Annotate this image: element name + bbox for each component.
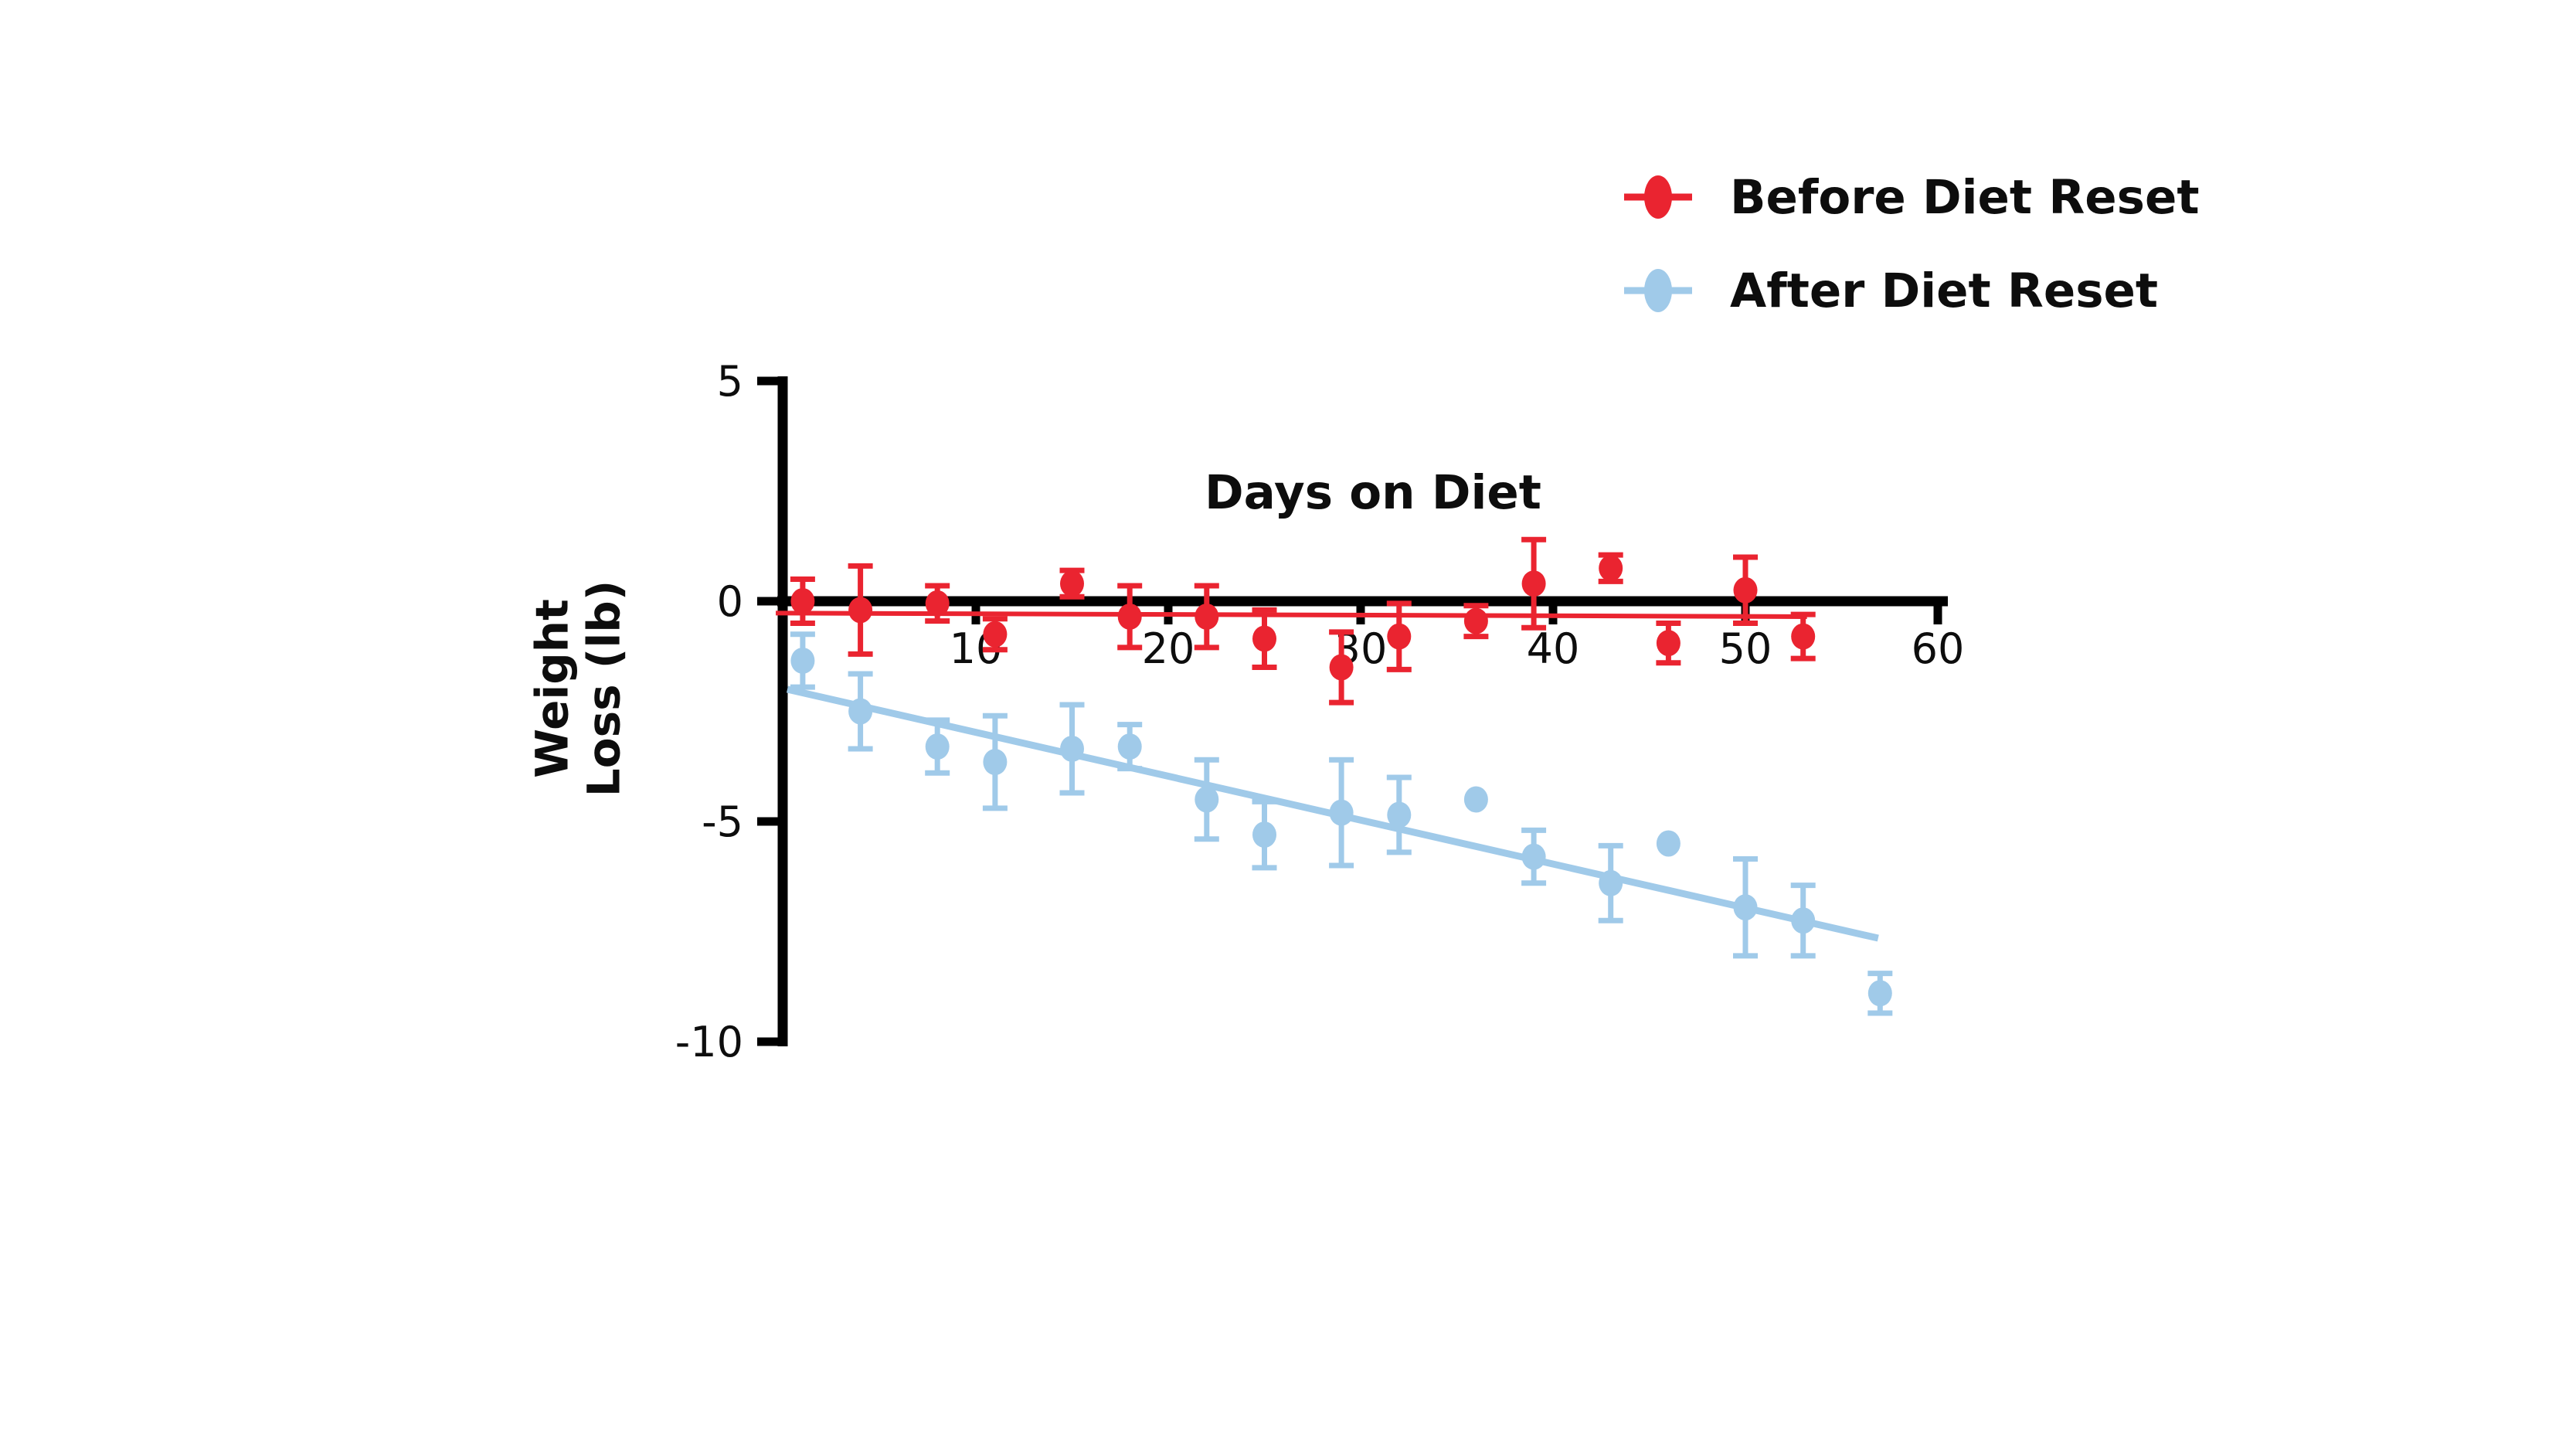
data-point-before [1733,576,1758,604]
x-tick-label: 60 [1912,624,1965,673]
y-axis-label-line2: Loss (lb) [577,580,630,798]
data-point-after [1195,786,1219,813]
data-point-after [925,733,950,760]
legend-label-before: Before Diet Reset [1730,169,2200,225]
legend-marker-after-icon [1624,269,1692,312]
data-point-after [1387,801,1412,828]
y-axis-label-line1: Weight [525,599,579,778]
chart-title: Days on Diet [1205,465,1541,520]
data-point-before [1252,625,1276,652]
data-point-before [925,590,950,617]
x-tick-label: 50 [1719,624,1772,673]
data-point-before [1117,603,1142,630]
data-point-after [790,647,815,674]
data-point-after [1060,735,1084,762]
data-point-after [1599,869,1623,896]
data-point-after [1117,733,1142,760]
data-point-before [1791,623,1816,650]
y-tick-label: -10 [675,1018,743,1066]
data-point-before [790,588,815,614]
data-point-after [1867,980,1892,1007]
data-point-before [1060,570,1084,597]
y-axis-label: Weight Loss (lb) [525,580,630,798]
x-tick-label: 40 [1527,624,1580,673]
data-point-before [848,597,873,624]
trendline-before [776,610,1807,619]
data-point-after [1791,907,1816,934]
data-point-after [1733,894,1758,921]
data-point-after [848,698,873,725]
data-point-before [1521,570,1546,597]
data-point-before [1387,623,1412,650]
data-point-before [1656,630,1681,657]
y-tick-label: 5 [717,357,743,406]
data-point-before [1329,654,1354,681]
data-point-after [1521,843,1546,870]
data-point-after [1252,821,1276,849]
data-point-after [1329,799,1354,826]
legend-label-after: After Diet Reset [1730,263,2159,318]
data-point-after [983,749,1008,776]
x-tick-label: 20 [1142,624,1195,673]
y-tick-label: 0 [717,577,743,626]
data-point-after [1656,830,1681,857]
data-point-before [983,621,1008,648]
data-point-before [1463,607,1488,634]
data-point-before [1195,603,1219,630]
legend-marker-before-icon [1624,175,1692,219]
legend-item-before: Before Diet Reset [1623,152,2200,242]
data-point-after [1463,786,1488,813]
legend-item-after: After Diet Reset [1623,246,2158,335]
y-tick-label: -5 [702,798,743,846]
data-point-before [1599,555,1623,582]
